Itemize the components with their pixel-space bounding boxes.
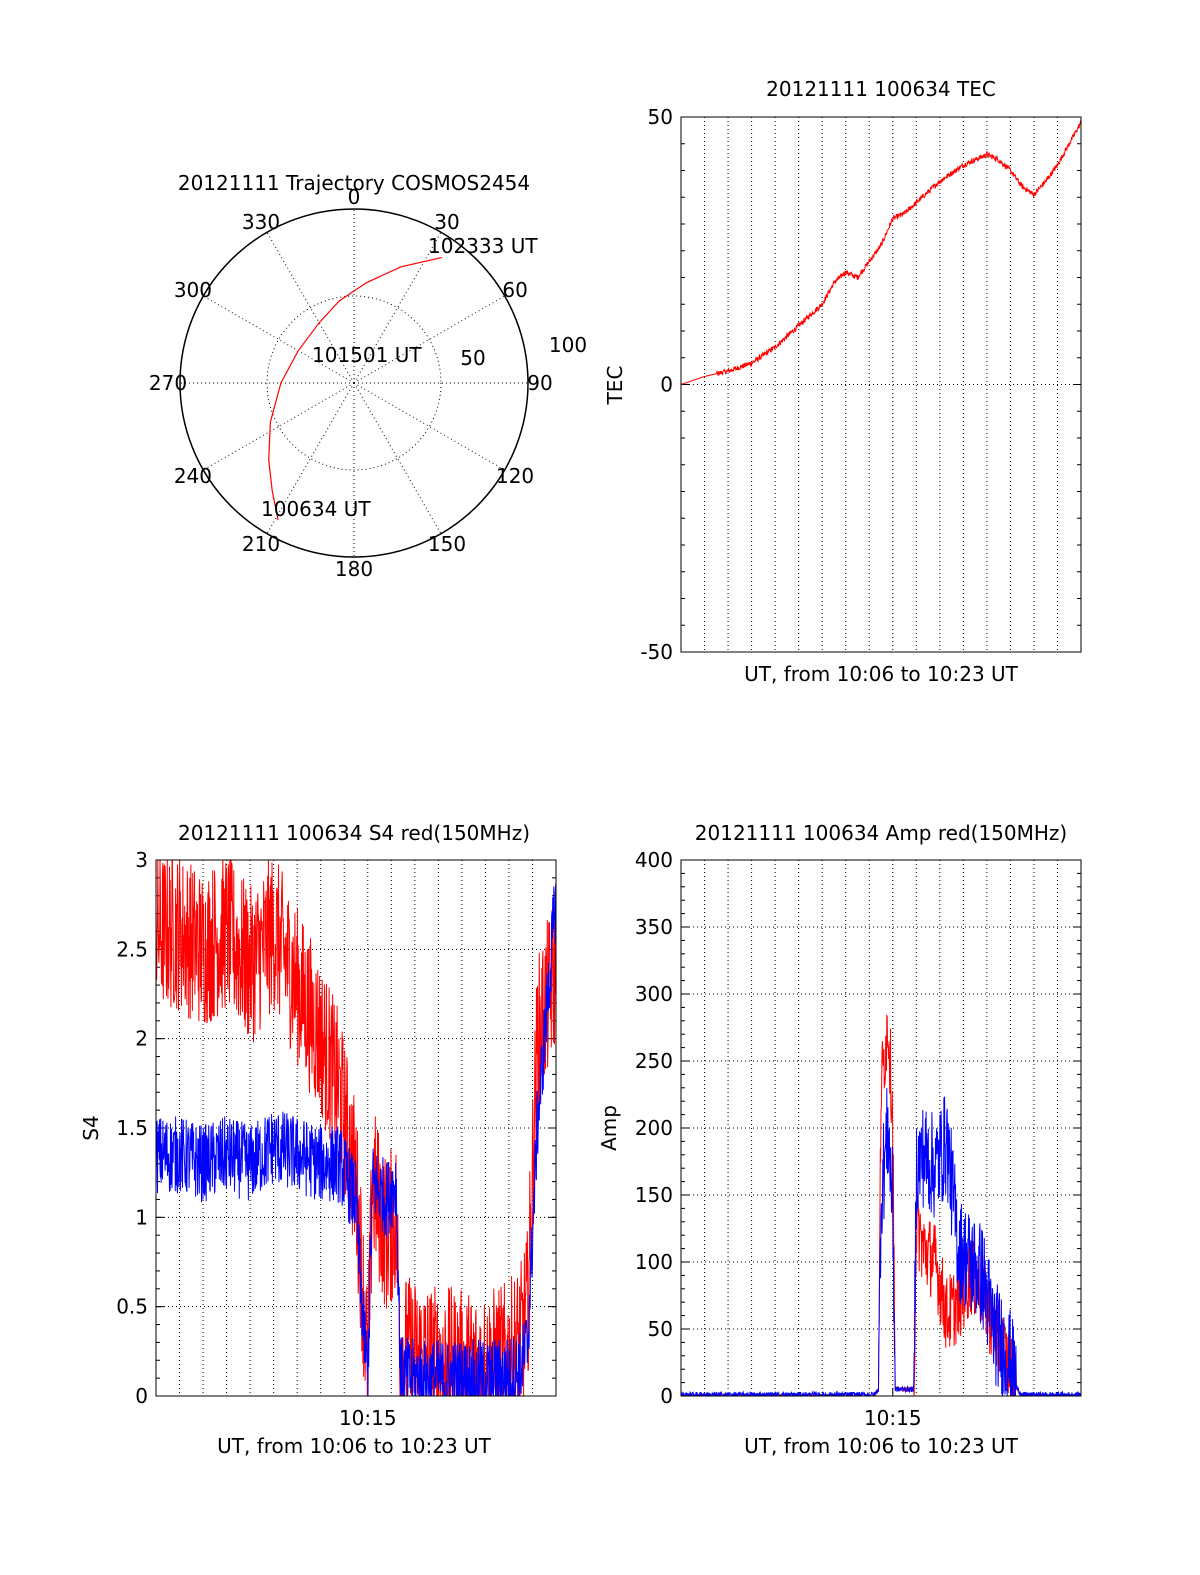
amp-x-axis-label: UT, from 10:06 to 10:23 UT [744,1434,1019,1458]
tec-y-axis-label: TEC [603,366,627,406]
amp-ytick-label: 350 [635,915,673,939]
amp-frame [680,859,1082,1397]
amp-title: 20121111 100634 Amp red(150MHz) [695,821,1067,845]
amp-ytick-label: 400 [635,848,673,872]
polar-spoke-300 [203,295,355,384]
polar-angle-labels: 0 30 60 90 120 150 180 210 240 270 300 330 [149,185,553,581]
tec-x-axis-label: UT, from 10:06 to 10:23 UT [744,662,1019,686]
polar-radius-label-100: 100 [549,333,587,357]
trajectory-polar-plot: 20121111 Trajectory COSMOS2454 0 30 60 90 12… [149,171,587,581]
polar-angle-label-30: 30 [434,210,459,234]
polar-inner-circle [266,295,442,471]
s4-frame [155,859,557,1397]
trajectory-mid-label: 101501 UT [312,343,422,367]
tec-plot-body: -50 0 50 [640,105,1082,664]
tec-ytick-label: 0 [660,373,673,397]
polar-spoke-120 [353,382,505,471]
amp-ytick-label: 250 [635,1049,673,1073]
s4-y-axis-label: S4 [79,1115,103,1140]
polar-angle-label-120: 120 [496,464,534,488]
amp-ytick-label: 100 [635,1250,673,1274]
polar-spoke-240 [203,382,355,471]
polar-spoke-150 [353,382,442,534]
polar-title: 20121111 Trajectory COSMOS2454 [178,171,530,195]
tec-plot: 20121111 100634 TEC -50 0 50 UT, from 10:0… [603,77,1082,686]
polar-angle-label-300: 300 [174,278,212,302]
amp-plot: 20121111 100634 Amp red(150MHz) 0 50 100 15… [597,821,1082,1458]
polar-angle-label-150: 150 [428,532,466,556]
amp-ytick-label: 50 [648,1317,673,1341]
trajectory-line [268,257,442,521]
trajectory-start-label: 100634 UT [261,497,371,521]
s4-xtick-label: 10:15 [339,1406,397,1430]
amp-ytick-label: 150 [635,1183,673,1207]
polar-angle-label-330: 330 [242,210,280,234]
polar-angle-label-270: 270 [149,371,187,395]
s4-x-axis-label: UT, from 10:06 to 10:23 UT [217,1434,492,1458]
s4-ytick-label: 3 [135,848,148,872]
s4-ytick-label: 2.5 [116,937,148,961]
trajectory-end-label: 102333 UT [428,234,538,258]
s4-ytick-label: 2 [135,1027,148,1051]
amp-ytick-label: 200 [635,1116,673,1140]
tec-series-line-0 [681,119,1081,385]
polar-spoke-60 [353,295,505,384]
polar-angle-label-210: 210 [242,532,280,556]
tec-ytick-label: 50 [648,105,673,129]
tec-title: 20121111 100634 TEC [766,77,996,101]
polar-spoke-330 [266,232,355,384]
polar-angle-label-60: 60 [502,278,527,302]
amp-ytick-label: 0 [660,1384,673,1408]
amp-series-line-1 [681,1088,1081,1396]
s4-ytick-label: 1 [135,1205,148,1229]
s4-ytick-label: 0.5 [116,1295,148,1319]
s4-title: 20121111 100634 S4 red(150MHz) [178,821,530,845]
polar-angle-label-180: 180 [335,557,373,581]
polar-spoke-30 [353,232,442,384]
polar-angle-label-0: 0 [348,185,361,209]
polar-radius-label-50: 50 [460,346,485,370]
s4-ytick-label: 1.5 [116,1116,148,1140]
amp-plot-body: 0 50 100 150 200 250 300 350 400 10:15 [635,848,1082,1430]
amp-xtick-label: 10:15 [864,1406,922,1430]
tec-frame [680,116,1082,653]
polar-angle-label-240: 240 [174,464,212,488]
polar-spokes [180,209,528,557]
s4-series-line-1 [156,881,556,1396]
s4-series-line-0 [156,860,556,1396]
s4-plot-body: 0 0.5 1 1.5 2 2.5 3 10:15 [116,848,557,1430]
polar-spoke-210 [266,382,355,534]
tec-ytick-label: -50 [640,640,673,664]
amp-y-axis-label: Amp [597,1105,621,1151]
polar-outer-circle [179,208,529,558]
polar-angle-label-90: 90 [527,371,552,395]
s4-plot: 20121111 100634 S4 red(150MHz) 0 0.5 1 1.5 2… [79,821,557,1458]
s4-ytick-label: 0 [135,1384,148,1408]
amp-ytick-label: 300 [635,982,673,1006]
